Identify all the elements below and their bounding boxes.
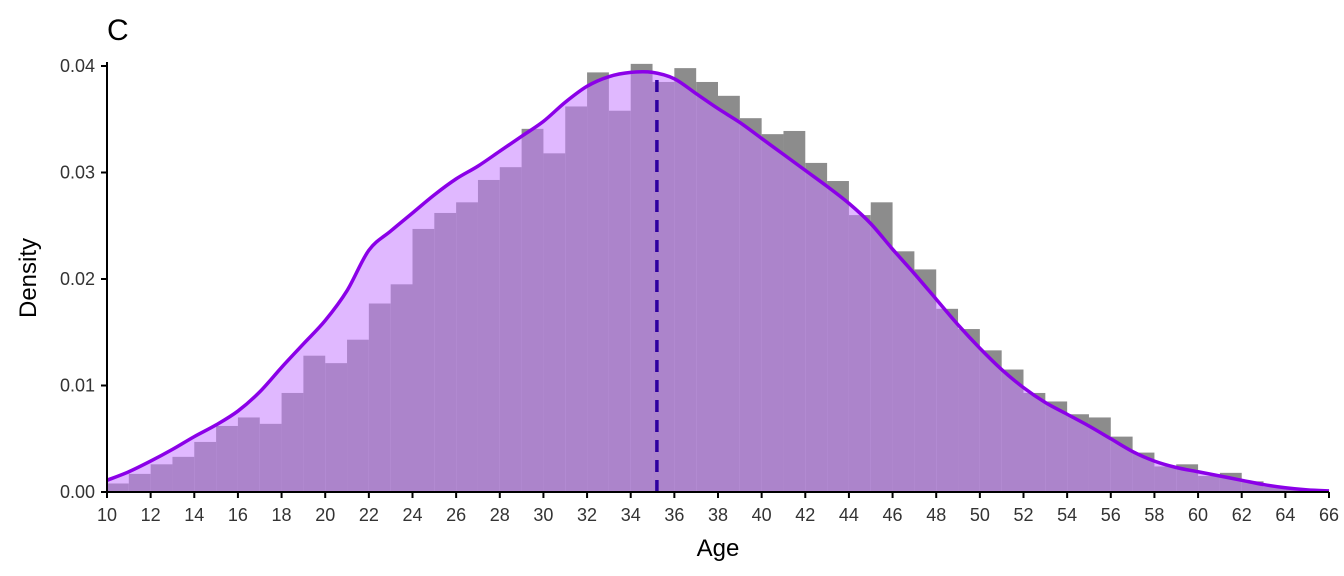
x-tick-label: 50	[970, 505, 990, 525]
y-tick-label: 0.04	[60, 56, 95, 76]
x-tick-label: 56	[1101, 505, 1121, 525]
x-tick-label: 30	[533, 505, 553, 525]
density-area-group	[106, 69, 1330, 493]
x-tick-label: 64	[1275, 505, 1295, 525]
axes: 0.00 0.01 0.02 0.03 0.04 10 12 14 16 18 20 22 24 26 28…	[60, 56, 1339, 525]
panel-tag: C	[107, 14, 129, 47]
x-tick-label: 58	[1144, 505, 1164, 525]
x-tick-label: 46	[883, 505, 903, 525]
x-tick-label: 12	[141, 505, 161, 525]
x-axis-title: Age	[697, 535, 740, 562]
x-tick-label: 44	[839, 505, 859, 525]
x-tick-label: 62	[1232, 505, 1252, 525]
y-axis-title: Density	[15, 238, 42, 318]
y-tick-label: 0.03	[60, 163, 95, 183]
x-tick-label: 36	[664, 505, 684, 525]
x-tick-label: 22	[359, 505, 379, 525]
x-tick-label: 26	[446, 505, 466, 525]
x-tick-label: 18	[272, 505, 292, 525]
x-tick-label: 10	[97, 505, 117, 525]
x-tick-label: 16	[228, 505, 248, 525]
x-tick-label: 32	[577, 505, 597, 525]
x-tick-label: 42	[795, 505, 815, 525]
x-tick-label: 48	[926, 505, 946, 525]
x-tick-label: 60	[1188, 505, 1208, 525]
x-tick-label: 52	[1013, 505, 1033, 525]
x-tick-label: 66	[1319, 505, 1339, 525]
x-tick-label: 14	[184, 505, 204, 525]
x-tick-label: 28	[490, 505, 510, 525]
y-tick-label: 0.01	[60, 376, 95, 396]
x-tick-label: 20	[315, 505, 335, 525]
y-tick-label: 0.00	[60, 482, 95, 502]
x-tick-label: 54	[1057, 505, 1077, 525]
x-tick-label: 34	[621, 505, 641, 525]
density-line	[106, 69, 1330, 493]
x-tick-label: 40	[752, 505, 772, 525]
x-tick-label: 24	[402, 505, 422, 525]
y-tick-label: 0.02	[60, 269, 95, 289]
x-tick-label: 38	[708, 505, 728, 525]
density-area	[107, 71, 1329, 493]
